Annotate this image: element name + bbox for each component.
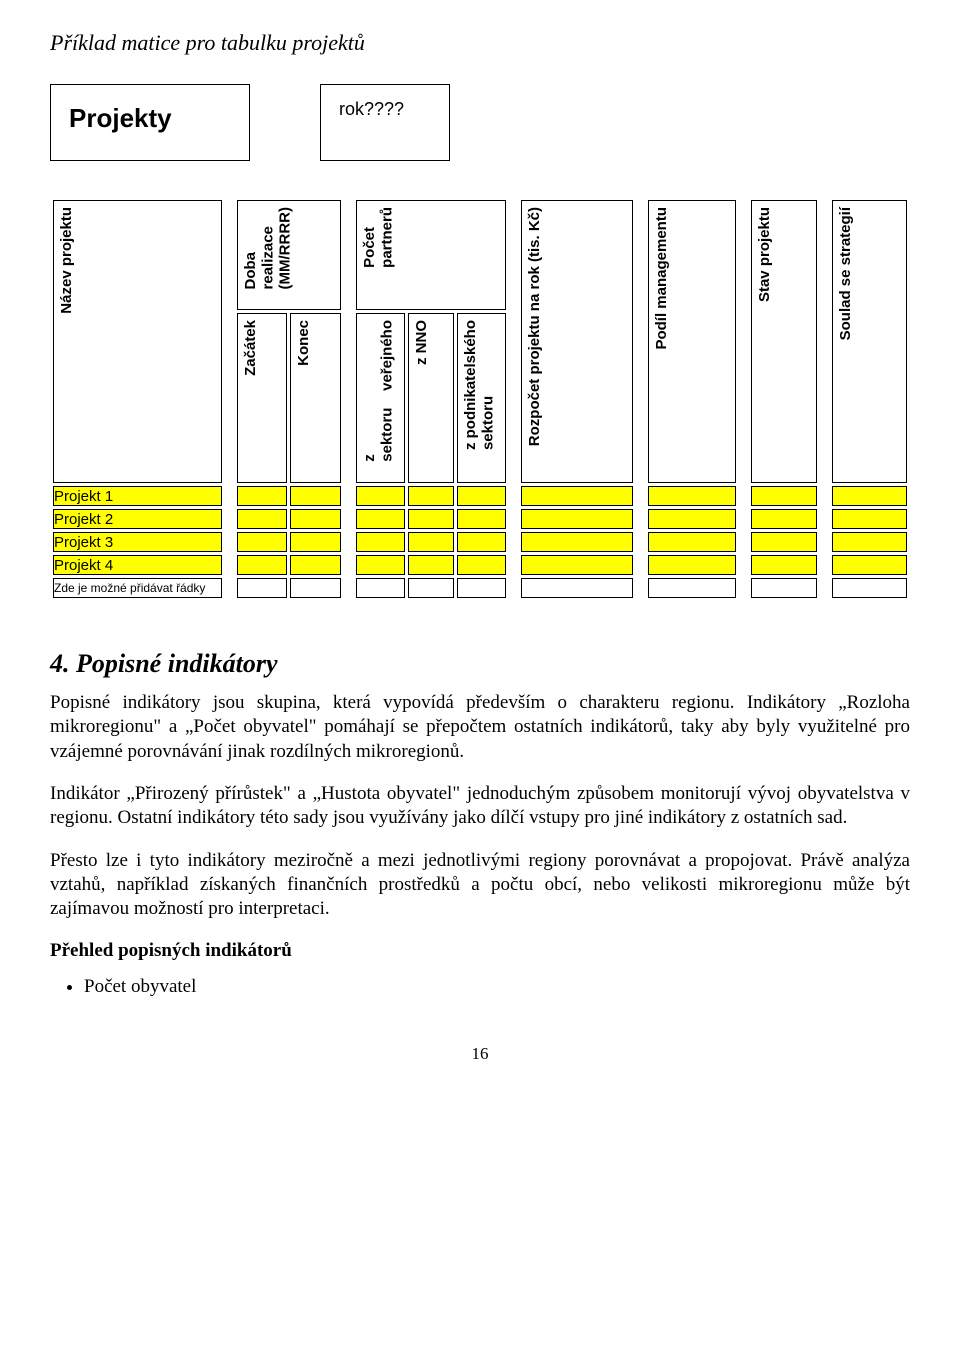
hdr-pocet: Počet partnerů <box>357 201 400 274</box>
top-boxes: Projekty rok???? <box>50 84 910 161</box>
hdr-doba: Doba realizace (MM/RRRR) <box>238 201 298 295</box>
matrix-table: Název projektu Doba realizace (MM/RRRR) … <box>50 197 910 601</box>
box-projects: Projekty <box>50 84 250 161</box>
page-title: Příklad matice pro tabulku projektů <box>50 30 910 56</box>
table-row: Zde je možné přidávat řádky <box>53 578 907 598</box>
bullet-list: Počet obyvatel <box>84 976 910 998</box>
row-label: Projekt 3 <box>53 532 222 552</box>
row-label: Projekt 1 <box>53 486 222 506</box>
hdr-ps2: z NNO <box>409 314 434 371</box>
subhead: Přehled popisných indikátorů <box>50 940 910 962</box>
table-row: Projekt 1 <box>53 486 907 506</box>
section-heading: 4. Popisné indikátory <box>50 649 910 679</box>
hdr-end: Konec <box>291 314 316 372</box>
hdr-soulad: Soulad se strategií <box>833 201 858 346</box>
hdr-start: Začátek <box>238 314 263 382</box>
hdr-stav: Stav projektu <box>752 201 777 308</box>
hdr-ps3: z podnikatelského sektoru <box>458 314 501 456</box>
hdr-mgmt: Podíl managementu <box>649 201 674 356</box>
table-row: Projekt 4 <box>53 555 907 575</box>
box-year: rok???? <box>320 84 450 161</box>
table-row: Projekt 3 <box>53 532 907 552</box>
para-2: Indikátor „Přirozený přírůstek" a „Husto… <box>50 782 910 831</box>
hdr-name: Název projektu <box>54 201 79 320</box>
bullet-item: Počet obyvatel <box>84 976 910 998</box>
page-number: 16 <box>50 1044 910 1064</box>
row-label: Projekt 4 <box>53 555 222 575</box>
table-row: Projekt 2 <box>53 509 907 529</box>
para-3: Přesto lze i tyto indikátory meziročně a… <box>50 849 910 922</box>
row-label: Projekt 2 <box>53 509 222 529</box>
hdr-ps1: z sektoru veřejného <box>357 314 400 468</box>
row-label-add: Zde je možné přidávat řádky <box>53 578 222 598</box>
para-1: Popisné indikátory jsou skupina, která v… <box>50 691 910 764</box>
hdr-budget: Rozpočet projektu na rok (tis. Kč) <box>522 201 547 452</box>
